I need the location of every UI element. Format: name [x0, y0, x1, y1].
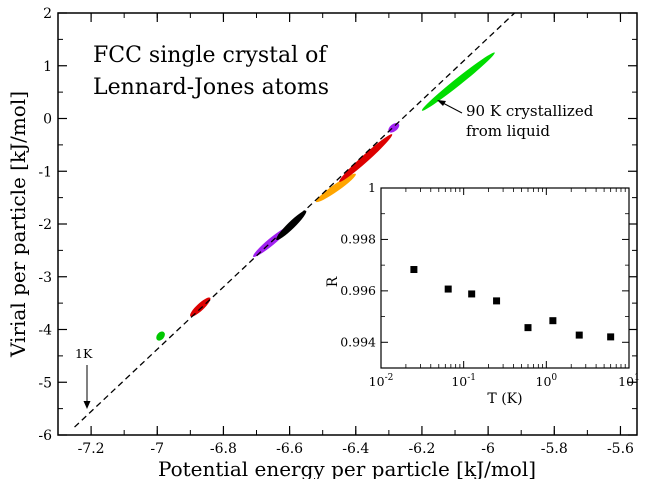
arrow-label-line-2: from liquid	[466, 122, 550, 140]
inset-plot-frame	[380, 187, 630, 369]
data-cloud	[421, 52, 495, 111]
inset-data-point	[607, 333, 615, 341]
main-x-axis-label: Potential energy per particle [kJ/mol]	[158, 457, 536, 479]
inset-y-tick-label: 0.996	[340, 283, 376, 298]
data-cloud	[190, 297, 211, 317]
data-cloud	[315, 173, 356, 203]
x-tick-label: -6.8	[210, 441, 237, 457]
data-cloud	[156, 331, 165, 341]
inset-y-axis-label: R	[325, 276, 341, 287]
inset-y-tick-label: 1	[368, 180, 376, 195]
x-tick-label: -7.2	[78, 441, 105, 457]
main-chart: -7.2 -7 -6.8 -6.6 -6.4 -6.2 -6 -5.8 -5.6 -6-5-4-…	[6, 6, 638, 479]
title-line-2: Lennard-Jones atoms	[93, 75, 329, 100]
low-temp-label: 1K	[75, 346, 93, 361]
y-tick-label: -6	[38, 428, 52, 444]
inset-x-tick-label: 101	[618, 373, 640, 389]
inset-x-ticks: 10-2 10-1 100 101	[369, 188, 640, 389]
y-tick-label: -4	[38, 323, 52, 339]
x-tick-label: -7	[150, 441, 164, 457]
inset-data-point	[575, 331, 583, 339]
y-tick-label: -2	[38, 217, 52, 233]
arrow-to-1k-icon	[83, 365, 91, 409]
inset-y-ticks: 0.994 0.996 0.998 1	[340, 180, 629, 369]
arrow-label-line-1: 90 K crystallized	[466, 102, 594, 120]
y-tick-label: -5	[38, 375, 52, 391]
inset-x-tick-label: 100	[536, 373, 558, 389]
reference-dashed-line	[74, 12, 516, 428]
x-tick-label: -6.2	[408, 441, 435, 457]
main-x-ticks: -7.2 -7 -6.8 -6.6 -6.4 -6.2 -6 -5.8 -5.6	[57, 13, 634, 457]
inset-y-tick-label: 0.994	[340, 334, 376, 349]
title-line-1: FCC single crystal of	[93, 43, 328, 68]
inset-data-point	[493, 297, 501, 305]
y-tick-label: -3	[38, 270, 52, 286]
inset-data-point	[549, 317, 557, 325]
y-tick-label: 1	[43, 59, 52, 75]
inset-x-tick-label: 10-1	[451, 373, 476, 389]
x-tick-label: -6.6	[276, 441, 303, 457]
x-tick-label: -6.4	[342, 441, 369, 457]
data-cloud	[388, 122, 400, 133]
inset-data-points	[410, 266, 615, 341]
data-cloud	[339, 134, 393, 182]
data-cloud	[276, 210, 307, 241]
y-tick-label: 0	[43, 112, 52, 128]
x-tick-label: -5.6	[607, 441, 634, 457]
main-y-axis-label: Virial per particle [kJ/mol]	[6, 91, 30, 358]
inset-x-axis-label: T (K)	[487, 391, 522, 407]
y-tick-label: 2	[43, 6, 52, 22]
y-tick-label: -1	[38, 164, 52, 180]
inset-data-point	[410, 266, 418, 274]
inset-y-tick-label: 0.998	[340, 231, 376, 246]
x-tick-label: -6	[481, 441, 495, 457]
inset-x-tick-label: 10-2	[369, 373, 394, 389]
inset-data-point	[444, 285, 452, 293]
inset-data-point	[468, 290, 476, 298]
main-y-ticks: -6 -5 -4 -3 -2 -1 0 1 2	[38, 6, 637, 444]
x-tick-label: -5.8	[541, 441, 568, 457]
arrow-to-90k-icon	[437, 100, 463, 114]
inset-chart: 10-2 10-1 100 101 0.994 0.996 0.998 1 T (K) R	[325, 180, 640, 407]
inset-data-point	[524, 324, 532, 332]
